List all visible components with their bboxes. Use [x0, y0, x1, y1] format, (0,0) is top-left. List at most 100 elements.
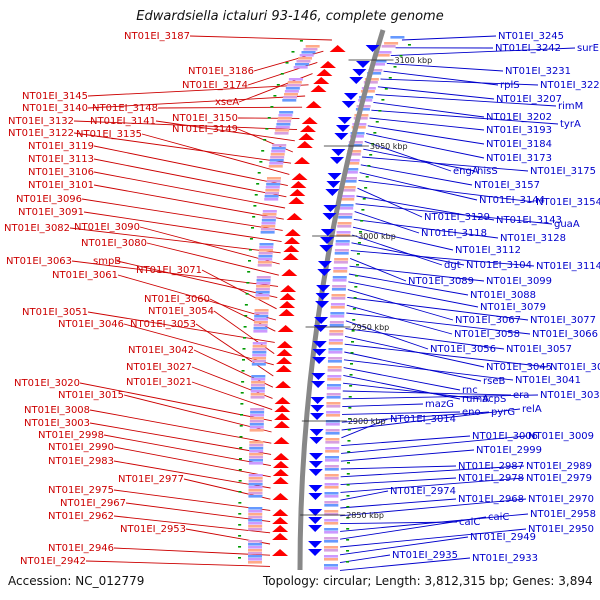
feature-band: [324, 474, 339, 477]
feature-band: [296, 60, 311, 63]
feature-band: [249, 450, 264, 453]
gene-arrow-reverse: [288, 197, 305, 204]
leader-line-left: [81, 198, 283, 231]
tick-mark: [350, 352, 354, 354]
tick-mark: [261, 150, 265, 152]
leader-line-left: [113, 489, 271, 511]
gene-label-right: NT01EI_3207: [496, 94, 562, 105]
feature-band: [326, 387, 341, 390]
gene-label-left: NT01EI_3091: [18, 207, 84, 218]
feature-band: [324, 537, 339, 540]
gene-arrow-reverse: [294, 157, 311, 164]
feature-band: [363, 81, 378, 84]
tick-mark: [375, 121, 379, 123]
feature-band: [345, 162, 360, 165]
feature-band: [287, 81, 302, 84]
tick-mark: [299, 40, 303, 42]
leader-line-right: [344, 343, 549, 368]
gene-label-right: rimM: [558, 101, 583, 112]
feature-band: [265, 186, 280, 189]
feature-band: [384, 42, 399, 45]
feature-band: [253, 327, 268, 330]
gene-label-left: NT01EI_2977: [118, 474, 184, 485]
feature-band: [248, 474, 263, 477]
tick-mark: [365, 176, 369, 178]
gene-label-right: NT01EI_2949: [470, 532, 536, 543]
genome-backbone: [297, 29, 386, 571]
gene-label-left: NT01EI_2967: [60, 498, 126, 509]
gene-label-right: NT01EI_3058: [454, 329, 520, 340]
leader-line-left: [123, 323, 274, 366]
gene-arrow-reverse: [272, 461, 289, 468]
gene-label-right: NT01EI_2987: [458, 461, 524, 472]
feature-band: [270, 156, 285, 159]
gene-label-right: NT01EI_2968: [458, 494, 524, 505]
feature-band: [324, 477, 339, 480]
tick-mark: [239, 425, 243, 427]
feature-band: [248, 546, 263, 549]
gene-label-left: NT01EI_3003: [24, 418, 90, 429]
feature-band: [248, 462, 263, 465]
gene-label-right: engA: [453, 166, 479, 177]
feature-band: [330, 312, 345, 315]
leader-line-right: [350, 250, 535, 267]
feature-band: [324, 459, 339, 462]
gene-label-right: NT01EI_3157: [474, 180, 540, 191]
gene-arrow-forward: [312, 349, 327, 356]
gene-label-right: NT01EI_3129: [424, 212, 490, 223]
tick-mark: [241, 359, 245, 361]
feature-band: [248, 540, 263, 543]
feature-band: [257, 261, 272, 264]
tick-mark: [291, 51, 295, 53]
gene-label-left: NT01EI_3015: [58, 390, 124, 401]
tick-mark: [356, 253, 360, 255]
gene-arrow-forward: [343, 93, 358, 100]
feature-band: [249, 417, 264, 420]
gene-label-right: rseB: [483, 376, 505, 387]
leader-line-right: [348, 281, 479, 308]
leader-line-right: [373, 101, 485, 118]
gene-arrow-forward: [326, 181, 341, 188]
feature-band: [282, 99, 297, 102]
gene-label-right: NT01EI_3055: [550, 362, 600, 373]
feature-band: [325, 429, 340, 432]
tick-mark: [238, 458, 242, 460]
gene-label-right: tyrA: [560, 119, 581, 130]
feature-band: [334, 249, 349, 252]
gene-label-right: NT01EI_3143: [496, 215, 562, 226]
feature-band: [326, 393, 341, 396]
gene-arrow-reverse: [279, 301, 296, 308]
feature-band: [249, 426, 264, 429]
feature-band: [248, 555, 263, 558]
tick-mark: [349, 363, 353, 365]
feature-band: [251, 384, 266, 387]
gene-label-left: NT01EI_2998: [38, 430, 104, 441]
feature-band: [248, 477, 263, 480]
tick-mark: [238, 491, 242, 493]
leader-line-right: [340, 465, 525, 478]
gene-arrow-reverse: [273, 453, 290, 460]
feature-band: [324, 492, 339, 495]
tick-mark: [356, 264, 360, 266]
gene-arrow-reverse: [279, 293, 296, 300]
feature-band: [248, 543, 263, 546]
gene-arrow-forward: [308, 485, 323, 492]
feature-band: [337, 222, 352, 225]
feature-band: [259, 246, 274, 249]
tick-mark: [244, 315, 248, 317]
gene-label-left: NT01EI_3101: [28, 180, 94, 191]
feature-band: [326, 414, 341, 417]
gene-label-left: NT01EI_3071: [136, 265, 202, 276]
gene-arrow-forward: [331, 149, 346, 156]
feature-band: [325, 432, 340, 435]
feature-band: [248, 489, 263, 492]
feature-band: [249, 429, 264, 432]
feature-band: [327, 375, 342, 378]
gene-arrow-reverse: [313, 77, 330, 84]
leader-line-right: [351, 242, 465, 266]
feature-band: [279, 111, 294, 114]
tick-mark: [273, 95, 277, 97]
gene-label-right: NT01EI_3144: [479, 195, 545, 206]
feature-band: [342, 177, 357, 180]
feature-band: [327, 366, 342, 369]
